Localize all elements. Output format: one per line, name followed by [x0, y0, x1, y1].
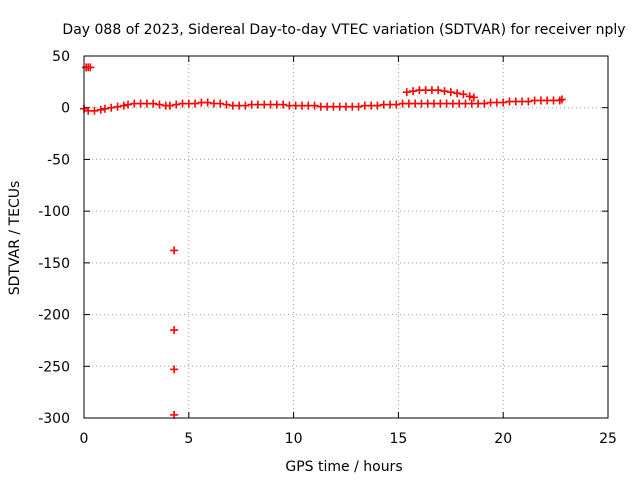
x-tick-label: 20 [494, 431, 512, 447]
data-point [222, 100, 231, 109]
data-points [80, 63, 566, 419]
x-tick-label: 10 [285, 431, 303, 447]
y-tick-label: -50 [47, 152, 70, 168]
data-point [409, 87, 418, 96]
x-tick-label: 15 [389, 431, 407, 447]
y-tick-label: -100 [38, 204, 70, 220]
data-point [100, 104, 109, 113]
data-point [216, 99, 225, 108]
data-point [469, 93, 478, 102]
data-point [155, 100, 164, 109]
grid-lines [84, 56, 608, 418]
y-axis-label: SDTVAR / TECUs [7, 181, 23, 296]
data-point [149, 99, 158, 108]
data-point [165, 101, 174, 110]
data-point [170, 326, 179, 335]
data-point [524, 97, 533, 106]
data-point [90, 106, 99, 115]
x-axis-ticks: 0 5 10 15 20 25 [80, 56, 617, 447]
data-point [96, 105, 105, 114]
data-point [107, 103, 116, 112]
data-point [480, 99, 489, 108]
data-point [392, 100, 401, 109]
x-tick-label: 25 [599, 431, 617, 447]
data-point [113, 102, 122, 111]
x-tick-label: 0 [80, 431, 89, 447]
data-point [119, 101, 128, 110]
x-tick-label: 5 [184, 431, 193, 447]
data-point [124, 100, 133, 109]
data-point [440, 87, 449, 96]
data-point [373, 101, 382, 110]
y-tick-label: -250 [38, 359, 70, 375]
data-point [465, 92, 474, 101]
data-point [191, 99, 200, 108]
data-point [446, 88, 455, 97]
data-point [499, 98, 508, 107]
data-point [170, 246, 179, 255]
data-point [241, 101, 250, 110]
y-tick-label: -200 [38, 308, 70, 324]
x-axis-label: GPS time / hours [285, 459, 402, 475]
data-point [459, 90, 468, 99]
y-tick-label: -150 [38, 256, 70, 272]
data-point [203, 98, 212, 107]
data-point [170, 365, 179, 374]
chart-title: Day 088 of 2023, Sidereal Day-to-day VTE… [62, 22, 625, 38]
data-point [434, 86, 443, 95]
data-point [557, 95, 566, 104]
data-point [86, 63, 95, 72]
plot-frame [83, 55, 609, 419]
y-tick-label: -300 [38, 411, 70, 427]
data-point [279, 100, 288, 109]
data-point [402, 88, 411, 97]
y-tick-label: 50 [52, 49, 70, 65]
data-point [354, 102, 363, 111]
data-point [453, 89, 462, 98]
y-axis-ticks: 50 0 -50 -100 -150 -200 -250 -300 [38, 49, 608, 427]
data-point [310, 101, 319, 110]
y-tick-label: 0 [61, 101, 70, 117]
data-point [172, 100, 181, 109]
